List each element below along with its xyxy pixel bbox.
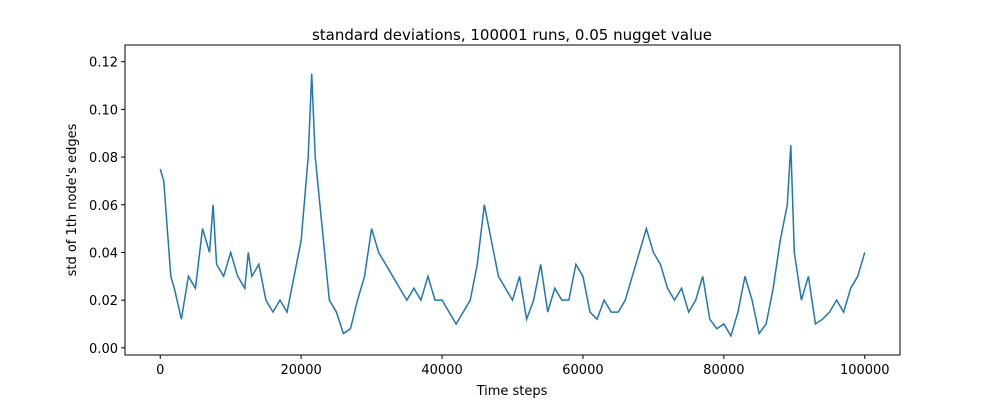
x-tick-label: 60000	[562, 363, 603, 378]
x-tick-label: 40000	[421, 363, 462, 378]
data-line	[159, 73, 866, 338]
y-tick-label: 0.06	[89, 199, 118, 214]
chart-title: standard deviations, 100001 runs, 0.05 n…	[312, 26, 712, 44]
y-tick-label: 0.10	[89, 103, 118, 118]
y-tick-label: 0.04	[89, 246, 118, 261]
x-axis-label: Time steps	[476, 384, 548, 399]
x-tick-label: 20000	[280, 363, 321, 378]
y-tick-label: 0.02	[89, 294, 118, 309]
plot-frame	[124, 44, 901, 356]
x-tick-label: 0	[156, 363, 164, 378]
x-tick-label: 80000	[703, 363, 744, 378]
y-tick-label: 0.12	[89, 56, 118, 71]
y-tick-label: 0.08	[89, 151, 118, 166]
x-tick-label: 100000	[840, 363, 890, 378]
y-axis-label: std of 1th node's edges	[65, 123, 80, 276]
y-tick-label: 0.00	[89, 342, 118, 357]
